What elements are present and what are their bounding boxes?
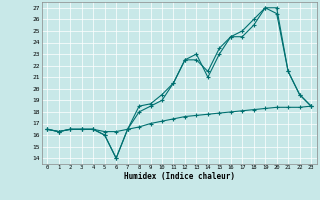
X-axis label: Humidex (Indice chaleur): Humidex (Indice chaleur) — [124, 172, 235, 181]
